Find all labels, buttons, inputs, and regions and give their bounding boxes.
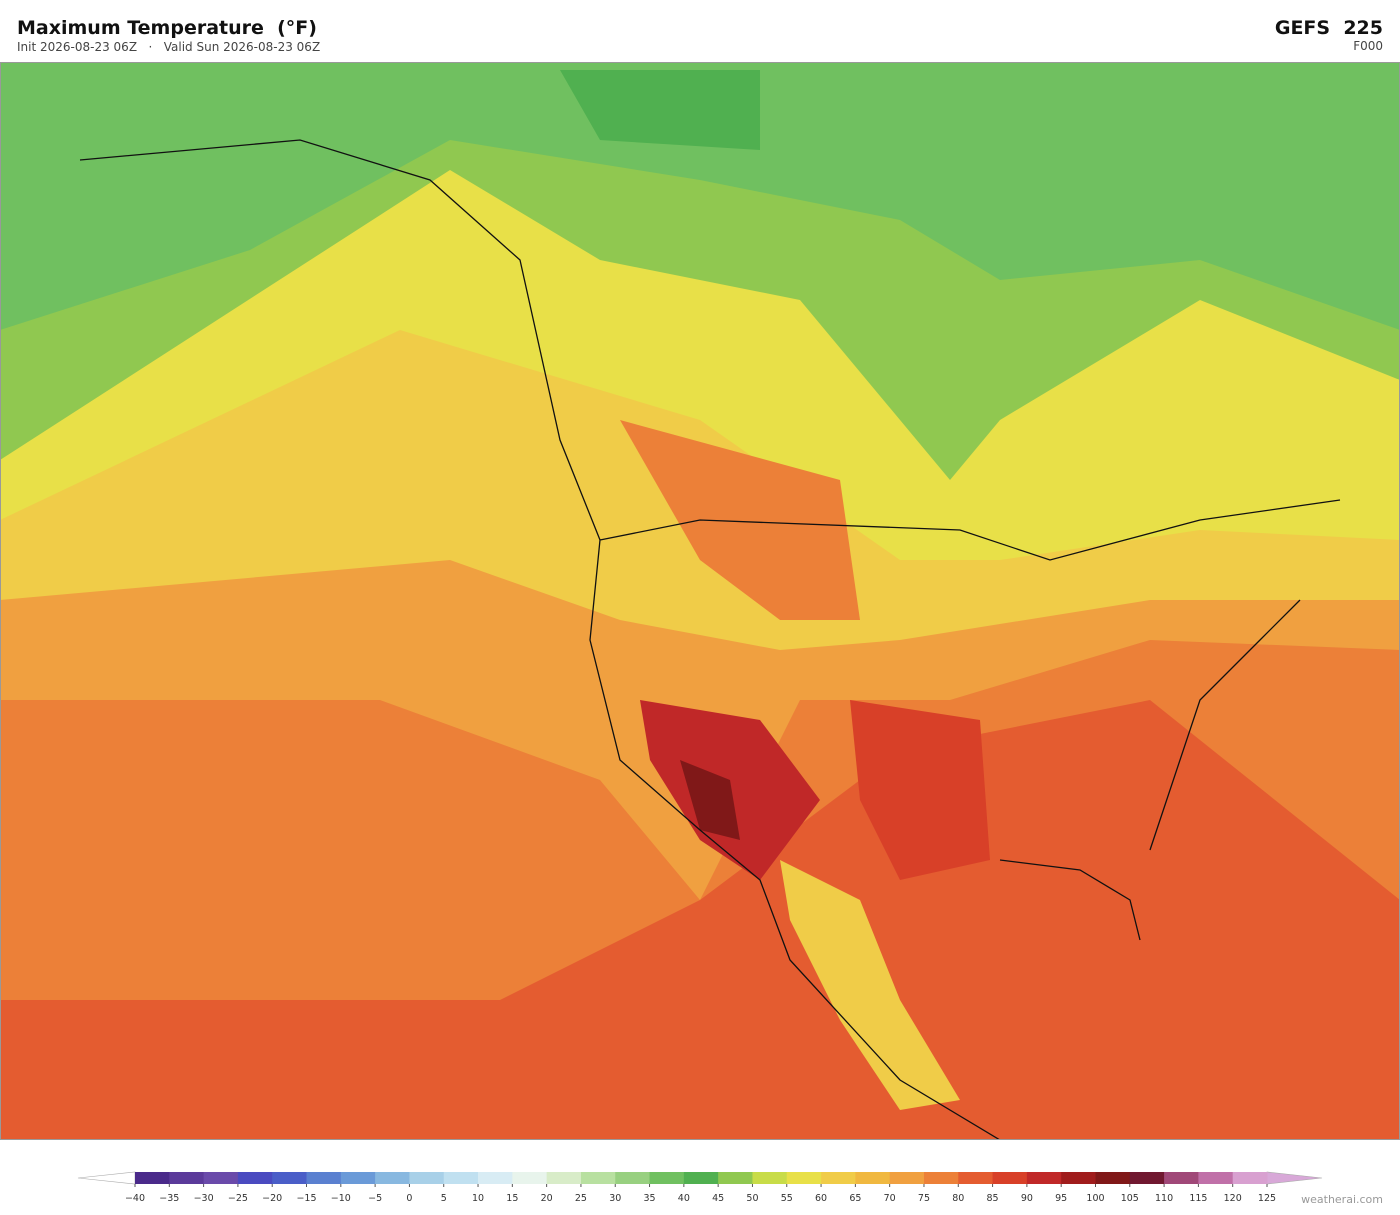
colorbar-tick-label: 60 bbox=[815, 1193, 827, 1204]
colorbar-bin bbox=[409, 1172, 445, 1184]
colorbar-tick-label: 20 bbox=[541, 1193, 553, 1204]
colorbar-bin bbox=[478, 1172, 513, 1184]
colorbar-bin bbox=[1164, 1172, 1199, 1184]
colorbar-tick-label: 45 bbox=[712, 1193, 724, 1204]
temperature-region bbox=[680, 760, 740, 840]
colorbar-under bbox=[77, 1171, 136, 1185]
colorbar-bin bbox=[1061, 1172, 1096, 1184]
colorbar-bin bbox=[580, 1172, 616, 1184]
colorbar-tick-label: −20 bbox=[262, 1193, 282, 1204]
colorbar-bin bbox=[1129, 1172, 1165, 1184]
model: GEFS 225 bbox=[1275, 17, 1383, 39]
colorbar-bin bbox=[752, 1172, 788, 1184]
colorbar-bin bbox=[718, 1172, 753, 1184]
colorbar-tick-label: 125 bbox=[1258, 1193, 1276, 1204]
colorbar-bin bbox=[169, 1172, 205, 1184]
colorbar-bin bbox=[649, 1172, 685, 1184]
colorbar-bin bbox=[546, 1172, 582, 1184]
colorbar-bin bbox=[203, 1172, 239, 1184]
colorbar-bin bbox=[683, 1172, 719, 1184]
colorbar-tick-label: 30 bbox=[609, 1193, 621, 1204]
colorbar-tick-label: −35 bbox=[159, 1193, 179, 1204]
colorbar-tick-label: 80 bbox=[952, 1193, 964, 1204]
colorbar-tick-label: 110 bbox=[1155, 1193, 1173, 1204]
colorbar-bin bbox=[237, 1172, 273, 1184]
colorbar-bin bbox=[615, 1172, 651, 1184]
colorbar-tick-label: 55 bbox=[781, 1193, 793, 1204]
colorbar-bin bbox=[855, 1172, 891, 1184]
colorbar-tick-label: −15 bbox=[296, 1193, 316, 1204]
colorbar-bin bbox=[135, 1172, 170, 1184]
colorbar-bin bbox=[443, 1172, 479, 1184]
colorbar-tick-label: 105 bbox=[1121, 1193, 1139, 1204]
colorbar-over bbox=[1266, 1171, 1323, 1185]
colorbar-tick-label: 50 bbox=[746, 1193, 758, 1204]
colorbar-tick-label: 25 bbox=[575, 1193, 587, 1204]
colorbar-tick-label: −25 bbox=[228, 1193, 248, 1204]
colorbar-tick-label: −30 bbox=[194, 1193, 214, 1204]
colorbar-tick-label: 15 bbox=[506, 1193, 518, 1204]
colorbar-tick-label: 100 bbox=[1086, 1193, 1104, 1204]
colorbar-tick-label: 35 bbox=[643, 1193, 655, 1204]
colorbar-bin bbox=[512, 1172, 548, 1184]
colorbar-tick-label: 40 bbox=[678, 1193, 690, 1204]
forecast-hour: F000 bbox=[1353, 39, 1383, 53]
temperature-region bbox=[780, 860, 960, 1110]
colorbar: −40 −35 −30 −25 −20 −15 −10 −5 0 5 10 15 20 25 30 35 40 4… bbox=[77, 1171, 1323, 1204]
coastline bbox=[79, 139, 1341, 1140]
colorbar-bin bbox=[1095, 1172, 1131, 1184]
colorbar-bin bbox=[272, 1172, 308, 1184]
colorbar-tick-label: 85 bbox=[987, 1193, 999, 1204]
colorbar-tick-label: −10 bbox=[331, 1193, 351, 1204]
colorbar-bin bbox=[821, 1172, 856, 1184]
colorbar-tick-label: 115 bbox=[1189, 1193, 1207, 1204]
temperature-region bbox=[560, 70, 760, 150]
colorbar-bin bbox=[1198, 1172, 1234, 1184]
colorbar-tick-label: 0 bbox=[406, 1193, 412, 1204]
colorbar-tick-label: 70 bbox=[884, 1193, 896, 1204]
colorbar-tick-label: −40 bbox=[125, 1193, 145, 1204]
temperature-region bbox=[620, 420, 860, 620]
colorbar-tick-label: 75 bbox=[918, 1193, 930, 1204]
colorbar-tick-label: 5 bbox=[441, 1193, 447, 1204]
colorbar-bin bbox=[375, 1172, 410, 1184]
colorbar-bin bbox=[958, 1172, 994, 1184]
colorbar-bin bbox=[923, 1172, 959, 1184]
watermark: weatherai.com bbox=[1301, 1193, 1383, 1206]
colorbar-tick-label: 90 bbox=[1021, 1193, 1033, 1204]
temperature-region bbox=[850, 700, 990, 880]
colorbar-tick-label: 95 bbox=[1055, 1193, 1067, 1204]
temperature-region bbox=[0, 62, 1400, 330]
colorbar-tick-label: −5 bbox=[368, 1193, 382, 1204]
colorbar-tick-label: 65 bbox=[849, 1193, 861, 1204]
title: Maximum Temperature (°F) bbox=[17, 17, 317, 39]
colorbar-bin bbox=[889, 1172, 925, 1184]
colorbar-tick-label: 10 bbox=[472, 1193, 484, 1204]
colorbar-bin bbox=[1026, 1172, 1062, 1184]
colorbar-tick-label: 120 bbox=[1224, 1193, 1242, 1204]
colorbar-bin bbox=[786, 1172, 822, 1184]
colorbar-bin bbox=[1232, 1172, 1268, 1184]
map bbox=[0, 62, 1400, 1140]
subtitle: Init 2026-08-23 06Z · Valid Sun 2026-08-… bbox=[17, 40, 320, 54]
colorbar-bin bbox=[306, 1172, 342, 1184]
colorbar-bin bbox=[340, 1172, 376, 1184]
colorbar-bin bbox=[992, 1172, 1028, 1184]
